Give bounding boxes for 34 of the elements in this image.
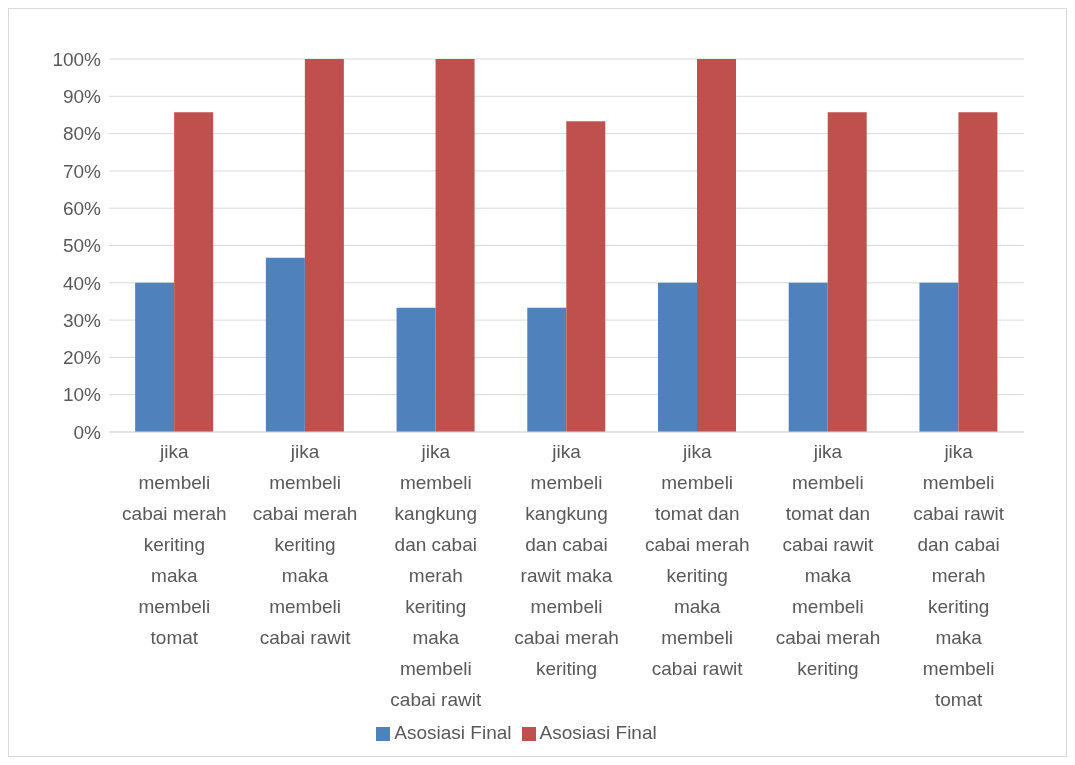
legend-label: Asosiasi Final: [394, 722, 512, 743]
bar: [135, 282, 175, 432]
y-tick-label: 80%: [62, 123, 102, 145]
y-tick-label: 50%: [62, 235, 102, 257]
category-label: jika membeli cabai rawit dan cabai merah keriting maka membeli tomat: [913, 441, 1005, 710]
legend-label: Asosiasi Final: [539, 722, 657, 743]
bar: [566, 121, 606, 432]
bar: [827, 112, 867, 432]
x-tick-label: jika membeli tomat dan cabai merah keriting maka membeli cabai rawit: [644, 441, 750, 679]
bar: [174, 112, 214, 432]
bar: [265, 257, 305, 432]
y-tick-label: 20%: [62, 347, 102, 369]
y-tick-label: 40%: [62, 272, 102, 294]
y-tick-label: 30%: [62, 309, 102, 331]
x-tick-label: jika membeli tomat dan cabai rawit maka membeli cabai merah keriting: [775, 441, 881, 679]
bar: [788, 282, 828, 432]
x-tick-label: jika membeli cabai merah keriting maka membeli tomat: [122, 441, 227, 648]
y-tick-label: 70%: [62, 160, 102, 182]
bar: [304, 59, 344, 432]
bar: [697, 59, 736, 432]
bar: [958, 112, 998, 432]
y-tick-label: 90%: [62, 86, 102, 108]
bar: [396, 307, 436, 432]
bar: [658, 282, 697, 432]
bar: [527, 307, 567, 432]
x-tick-label: jika membeli cabai merah keriting maka membeli cabai rawit: [252, 441, 358, 648]
bar: [919, 282, 959, 432]
y-tick-label: 0%: [73, 421, 102, 443]
bar: [435, 59, 475, 432]
category-label: jika membeli kangkung dan cabai merah keriting maka membeli cabai rawit: [390, 441, 482, 710]
y-tick-label: 60%: [62, 197, 102, 219]
y-tick-label: 100%: [52, 48, 102, 70]
y-tick-label: 10%: [62, 384, 102, 406]
x-tick-label: jika membeli kangkung dan cabai rawit maka membeli cabai merah keriting: [514, 441, 619, 679]
